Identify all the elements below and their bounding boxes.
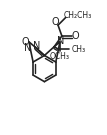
Text: OCH₃: OCH₃ bbox=[50, 52, 70, 61]
Text: N: N bbox=[24, 43, 32, 53]
Text: O: O bbox=[52, 17, 59, 27]
Text: CH₃: CH₃ bbox=[71, 45, 86, 54]
Text: N: N bbox=[57, 36, 64, 46]
Text: CH₂CH₃: CH₂CH₃ bbox=[64, 11, 92, 20]
Text: N: N bbox=[33, 41, 41, 51]
Text: O: O bbox=[72, 31, 80, 41]
Text: O: O bbox=[21, 37, 29, 47]
